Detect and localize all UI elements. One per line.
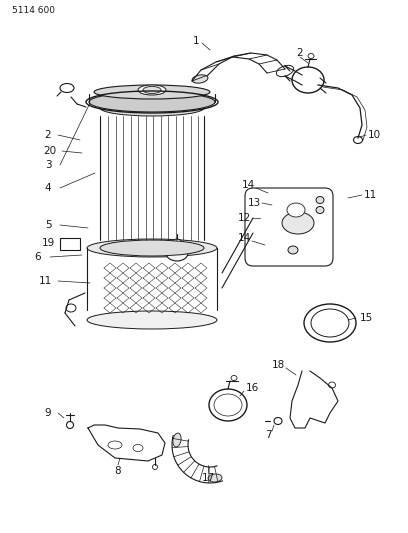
Ellipse shape bbox=[353, 136, 362, 143]
Ellipse shape bbox=[166, 245, 188, 261]
Ellipse shape bbox=[153, 464, 157, 470]
Bar bbox=[60, 238, 80, 250]
Ellipse shape bbox=[231, 376, 237, 381]
Ellipse shape bbox=[173, 433, 181, 447]
Ellipse shape bbox=[66, 304, 76, 312]
Text: 6: 6 bbox=[35, 252, 41, 262]
FancyBboxPatch shape bbox=[245, 188, 333, 266]
Ellipse shape bbox=[288, 246, 298, 254]
Text: 14: 14 bbox=[237, 233, 251, 243]
Text: 14: 14 bbox=[242, 180, 255, 190]
Text: 19: 19 bbox=[41, 238, 55, 248]
Ellipse shape bbox=[89, 92, 215, 112]
Text: 16: 16 bbox=[245, 383, 259, 393]
Text: 18: 18 bbox=[271, 360, 285, 370]
Text: 5114 600: 5114 600 bbox=[12, 6, 55, 15]
Text: 2: 2 bbox=[45, 130, 51, 140]
Ellipse shape bbox=[143, 86, 161, 93]
Text: 9: 9 bbox=[45, 408, 51, 418]
Ellipse shape bbox=[308, 53, 314, 59]
Ellipse shape bbox=[316, 197, 324, 204]
Ellipse shape bbox=[138, 85, 166, 95]
Ellipse shape bbox=[282, 212, 314, 234]
Text: 15: 15 bbox=[359, 313, 373, 323]
Ellipse shape bbox=[108, 441, 122, 449]
Text: 8: 8 bbox=[115, 466, 121, 476]
Text: 11: 11 bbox=[364, 190, 377, 200]
Text: 20: 20 bbox=[43, 146, 57, 156]
Ellipse shape bbox=[133, 445, 143, 451]
Text: 4: 4 bbox=[45, 183, 51, 193]
Text: 10: 10 bbox=[368, 130, 381, 140]
Ellipse shape bbox=[276, 66, 294, 77]
Text: 13: 13 bbox=[247, 198, 261, 208]
Text: 5: 5 bbox=[45, 220, 51, 230]
Ellipse shape bbox=[100, 100, 204, 116]
Text: 2: 2 bbox=[297, 48, 303, 58]
Ellipse shape bbox=[172, 239, 182, 247]
Text: 11: 11 bbox=[38, 276, 52, 286]
Ellipse shape bbox=[87, 239, 217, 257]
Text: 17: 17 bbox=[202, 473, 215, 483]
Ellipse shape bbox=[287, 203, 305, 217]
Ellipse shape bbox=[192, 75, 208, 83]
Ellipse shape bbox=[274, 417, 282, 424]
Ellipse shape bbox=[87, 311, 217, 329]
Ellipse shape bbox=[100, 240, 204, 256]
Text: 3: 3 bbox=[45, 160, 51, 170]
Ellipse shape bbox=[316, 206, 324, 214]
Text: 12: 12 bbox=[237, 213, 251, 223]
Text: 1: 1 bbox=[193, 36, 200, 46]
Ellipse shape bbox=[60, 84, 74, 93]
Text: 7: 7 bbox=[265, 430, 271, 440]
Ellipse shape bbox=[208, 474, 222, 482]
Ellipse shape bbox=[328, 382, 335, 388]
Ellipse shape bbox=[67, 422, 73, 429]
Ellipse shape bbox=[94, 85, 210, 99]
